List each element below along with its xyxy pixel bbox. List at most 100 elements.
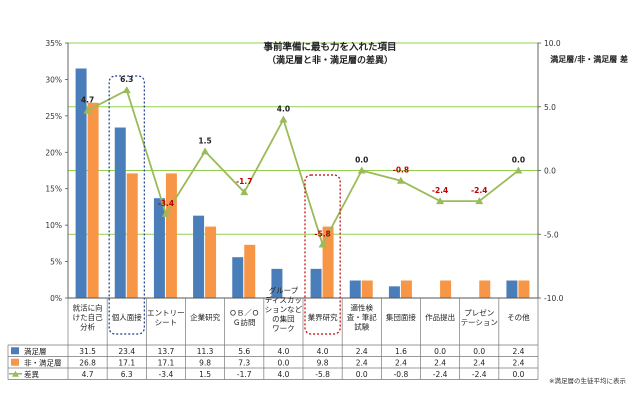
table-cell: 17.1: [158, 358, 175, 367]
diff-data-label: 0.0: [355, 156, 368, 165]
diff-point: [318, 240, 327, 248]
diff-data-label: -5.8: [314, 229, 330, 238]
table-cell: 1.6: [395, 347, 407, 356]
table-cell: -3.4: [159, 370, 174, 379]
table-cell: 0.0: [434, 347, 446, 356]
x-category-label: 集団面接: [386, 312, 416, 322]
diff-line-layer: 4.7 6.3 -3.4 1.5 -1.7 4.0 -5.8 0.0 -0.8 -2.4 -2.4 0…: [81, 75, 525, 248]
x-category-label: 査・筆記: [347, 312, 377, 322]
table-cell: 2.4: [395, 358, 407, 367]
legend-marker-diff: [12, 370, 19, 377]
x-category-label: 分析: [80, 322, 95, 332]
table-cell: 6.3: [121, 370, 133, 379]
y2-axis-label: 満足層/非・満足層 差: [550, 54, 628, 64]
bar-satisfied: [153, 198, 165, 298]
highlight-box-red: [304, 174, 341, 335]
bar-unsatisfied: [126, 173, 138, 298]
bar-unsatisfied: [400, 280, 412, 298]
legend-label: 差異: [24, 369, 39, 379]
table-cell: 5.6: [238, 347, 250, 356]
x-category-label: プレゼン: [464, 307, 494, 317]
x-category-label: Ｇ訪問: [233, 317, 256, 327]
table-cell: 17.1: [118, 358, 135, 367]
table-cell: 11.3: [197, 347, 214, 356]
y2-tick-label: 0.0: [544, 167, 556, 176]
y-tick-label: 0%: [50, 294, 62, 303]
bar-satisfied: [506, 280, 518, 298]
x-category-label: ＯＢ／Ｏ: [229, 308, 259, 317]
chart-subtitle: （満足層と非・満足層の差異）: [267, 54, 393, 66]
x-category-label: 企業研究: [190, 312, 220, 322]
x-category-label: ディスカッ: [265, 295, 302, 305]
table-cell: 4.0: [277, 370, 289, 379]
bar-unsatisfied: [479, 280, 491, 298]
bar-satisfied: [388, 286, 400, 298]
bar-unsatisfied: [440, 280, 452, 298]
x-category-label: けた自己: [73, 312, 103, 322]
table-cell: 0.0: [473, 347, 485, 356]
diff-data-label: 4.7: [81, 96, 94, 105]
table-cell: -1.7: [237, 370, 252, 379]
table-cell: -0.8: [394, 370, 409, 379]
table-cell: 0.0: [356, 370, 368, 379]
bar-unsatisfied: [165, 173, 177, 298]
table-cell: 4.0: [277, 347, 289, 356]
x-category-label: テーション: [461, 318, 498, 327]
table-cell: 9.8: [317, 358, 329, 367]
diff-line: [87, 88, 519, 247]
table-cell: -2.4: [433, 370, 448, 379]
y-tick-label: 35%: [45, 39, 62, 48]
table-cell: 0.0: [512, 370, 524, 379]
bar-satisfied: [349, 280, 361, 298]
table-cell: 31.5: [79, 347, 96, 356]
y2-tick-label: 10.0: [544, 39, 561, 48]
table-cell: 23.4: [118, 347, 135, 356]
bar-unsatisfied: [244, 244, 256, 298]
diff-point: [83, 106, 92, 114]
x-category-label: 適性検: [351, 303, 374, 313]
legend-swatch-satisfied: [11, 347, 19, 355]
legend-swatch-unsatisfied: [11, 358, 19, 366]
bar-unsatisfied: [518, 280, 530, 298]
y-tick-label: 10%: [45, 221, 62, 230]
table-cell: 7.3: [238, 358, 250, 367]
data-table: 満足層 31.5 23.4 13.7 11.3 5.6 4.0 4.0 2.4 1.6 0.0 0.0…: [7, 298, 539, 380]
x-category-label: シート: [155, 318, 178, 327]
diff-data-label: 1.5: [198, 136, 211, 145]
y2-tick-label: -10.0: [544, 294, 564, 303]
y-tick-label: 5%: [50, 258, 62, 267]
table-cell: 4.7: [82, 370, 94, 379]
x-category-label: 試験: [354, 322, 369, 332]
bar-unsatisfied: [361, 280, 373, 298]
diff-point: [475, 197, 484, 205]
bar-satisfied: [232, 257, 244, 298]
table-cell: 0.0: [277, 358, 289, 367]
table-cell: 13.7: [158, 347, 175, 356]
highlight-layer: [108, 75, 341, 335]
chart-title: 事前準備に最も力を入れた項目: [263, 41, 396, 53]
table-cell: 2.4: [473, 358, 485, 367]
bar-satisfied: [193, 215, 205, 298]
table-cell: -2.4: [472, 370, 487, 379]
diff-point: [514, 166, 523, 174]
bar-satisfied: [310, 268, 322, 298]
bar-unsatisfied: [205, 226, 217, 298]
diff-point: [279, 115, 288, 123]
diff-point: [436, 197, 445, 205]
table-cell: -5.8: [315, 370, 330, 379]
diff-data-label: 0.0: [512, 156, 525, 165]
y-tick-label: 20%: [45, 148, 62, 157]
x-category-label: の集団: [272, 314, 295, 324]
bars-layer: [75, 68, 530, 298]
y-tick-label: 30%: [45, 75, 62, 84]
table-cell: 4.0: [317, 347, 329, 356]
bar-unsatisfied: [87, 102, 99, 298]
legend-label: 非・満足層: [24, 357, 62, 367]
diff-data-label: 4.0: [277, 105, 290, 114]
footnote: ※満足層の生徒平均に表示: [549, 376, 626, 385]
y-tick-label: 25%: [45, 112, 62, 121]
x-category-label: グループ: [269, 285, 299, 295]
table-cell: 2.4: [512, 347, 524, 356]
bar-satisfied: [271, 268, 283, 298]
